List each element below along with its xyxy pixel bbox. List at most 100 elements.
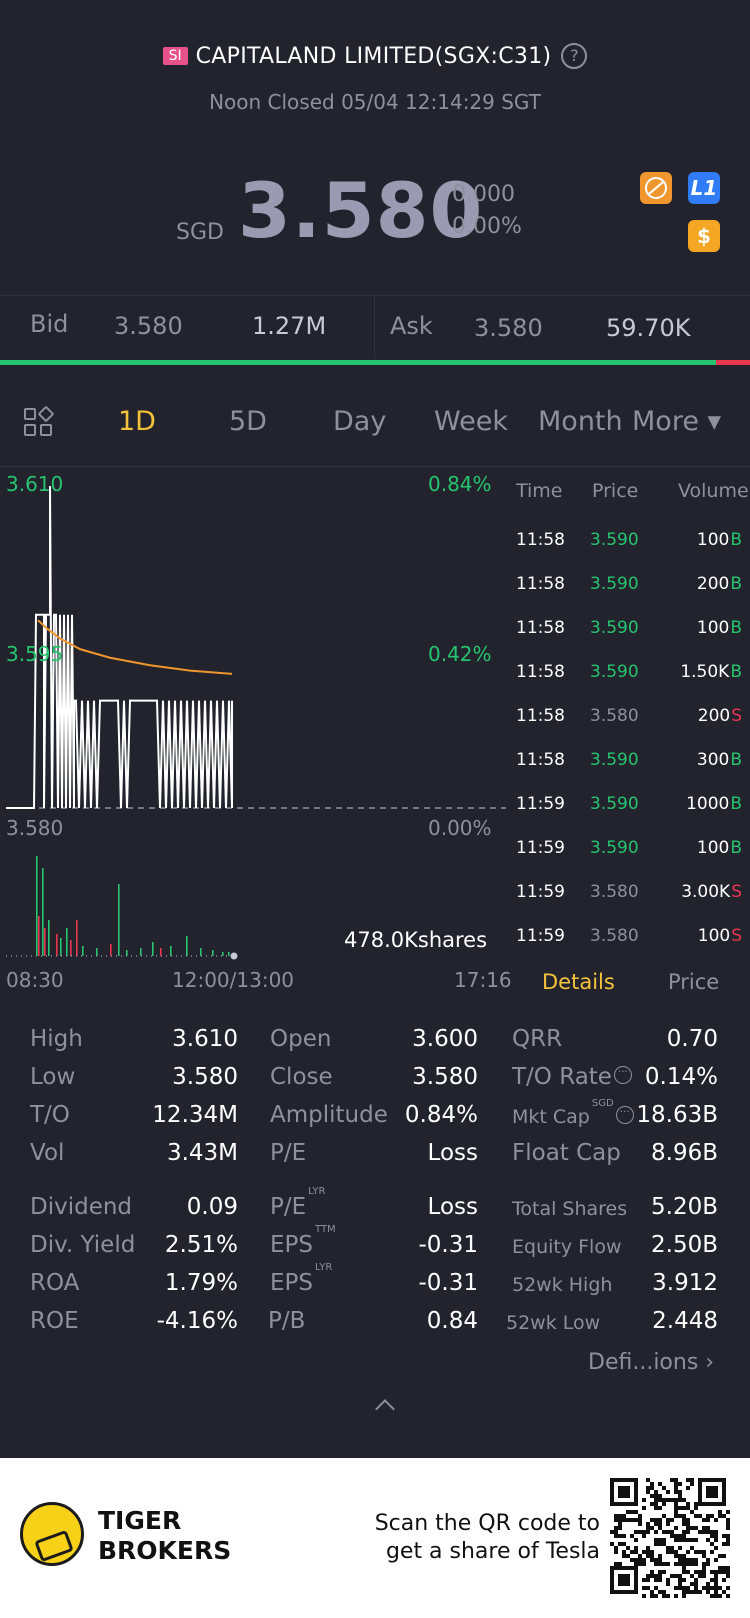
definitions-link[interactable]: Defi...ions › — [588, 1350, 714, 1375]
currency-label: SGD — [176, 220, 224, 245]
tab-more-dropdown[interactable]: More ▾ — [632, 406, 722, 437]
divider — [0, 466, 750, 467]
stat-value: -0.31 — [418, 1270, 478, 1296]
stat-value: 2.448 — [652, 1308, 718, 1334]
volume-bar — [200, 948, 202, 956]
stat-value: 1.79% — [164, 1270, 238, 1296]
volume-bar — [42, 868, 44, 956]
pct-label-mid: 0.42% — [428, 642, 492, 666]
volume-bar — [152, 942, 154, 956]
tick-price: 3.580 — [590, 882, 639, 902]
stat-value: -4.16% — [156, 1308, 238, 1334]
tick-side: B — [730, 530, 742, 550]
tick-volume: 300B — [696, 750, 742, 770]
stat-label: Close — [270, 1064, 333, 1090]
stat-label: EPSTTM — [270, 1224, 336, 1258]
stat-value: 0.84 — [426, 1308, 478, 1334]
bid-ask-panel[interactable]: Bid 3.580 1.27M Ask 3.580 59.70K — [0, 296, 750, 358]
definitions-label: Defi...ions — [588, 1350, 699, 1375]
tick-row: 11:59 3.590 100B — [516, 838, 750, 882]
chevron-up-icon[interactable] — [375, 1399, 395, 1419]
tick-volume: 100S — [697, 926, 742, 946]
brand-line-1: TIGER — [98, 1506, 182, 1535]
stat-label: Mkt CapSGD··· — [512, 1098, 634, 1128]
tick-time: 11:59 — [516, 882, 565, 902]
tab-month[interactable]: Month — [538, 406, 623, 437]
stat-value: 8.96B — [651, 1140, 718, 1166]
tick-price: 3.590 — [590, 662, 639, 682]
stat-label: Equity Flow — [512, 1236, 622, 1258]
stat-label: Total Shares — [512, 1198, 628, 1220]
tick-row: 11:58 3.590 300B — [516, 750, 750, 794]
tick-row: 11:58 3.590 100B — [516, 530, 750, 574]
x-label-open: 08:30 — [6, 968, 64, 992]
last-price: 3.580 — [238, 166, 484, 255]
tick-time: 11:58 — [516, 530, 565, 550]
tick-side: B — [730, 750, 742, 770]
tab-day[interactable]: Day — [333, 406, 387, 437]
stat-label: EPSLYR — [270, 1262, 333, 1296]
info-dots-icon[interactable]: ··· — [615, 1105, 634, 1124]
stat-value: 18.63B — [636, 1102, 718, 1128]
tick-side: B — [730, 662, 742, 682]
volume-bar — [66, 928, 68, 956]
ask-price: 3.580 — [474, 314, 543, 342]
tick-side: B — [730, 794, 742, 814]
stat-label: 52wk High — [512, 1274, 613, 1296]
stat-label: T/O — [30, 1102, 70, 1128]
bid-price: 3.580 — [114, 312, 183, 340]
stat-label: P/B — [268, 1308, 306, 1334]
stat-label: Amplitude — [270, 1102, 388, 1128]
volume-bar — [228, 952, 230, 956]
stat-label: P/E — [270, 1140, 307, 1166]
intraday-chart[interactable] — [0, 468, 510, 964]
stat-value: 0.70 — [666, 1026, 718, 1052]
stat-value: 0.84% — [404, 1102, 478, 1128]
stat-value: 5.20B — [651, 1194, 718, 1220]
volume-bar — [96, 948, 98, 956]
tab-5d[interactable]: 5D — [229, 406, 267, 437]
qr-code-icon[interactable] — [610, 1478, 730, 1598]
volume-bars — [36, 856, 230, 956]
dollar-icon[interactable]: $ — [688, 220, 720, 252]
level-one-icon[interactable]: L1 — [688, 172, 720, 204]
volume-bar — [110, 944, 112, 956]
stat-value: 3.912 — [652, 1270, 718, 1296]
tab-week[interactable]: Week — [434, 406, 508, 437]
chevron-right-icon: › — [705, 1350, 715, 1375]
x-label-close: 17:16 — [454, 968, 512, 992]
volume-bar — [38, 916, 40, 956]
price-change: 0.000 — [452, 182, 515, 207]
volume-bar — [82, 946, 84, 956]
tick-volume: 100B — [696, 618, 742, 638]
bid-ratio-fill — [0, 360, 717, 365]
tab-details[interactable]: Details — [542, 970, 615, 994]
bid-volume: 1.27M — [252, 312, 327, 340]
stat-value: 0.09 — [186, 1194, 238, 1220]
stat-label: P/ELYR — [270, 1186, 326, 1220]
qr-promo-text: Scan the QR code to get a share of Tesla — [340, 1510, 600, 1566]
stat-value: 12.34M — [152, 1102, 238, 1128]
stat-label: Div. Yield — [30, 1232, 136, 1258]
bid-ask-ratio-bar — [0, 360, 750, 365]
ask-volume: 59.70K — [606, 314, 691, 342]
tab-1d[interactable]: 1D — [118, 406, 156, 437]
stat-label: T/O Rate ··· — [512, 1064, 632, 1090]
tick-time: 11:59 — [516, 926, 565, 946]
volume-bar — [170, 946, 172, 956]
layout-grid-icon[interactable] — [24, 405, 55, 438]
tick-row: 11:58 3.590 1.50KB — [516, 662, 750, 706]
volume-bar — [118, 884, 120, 956]
tick-volume: 100B — [696, 838, 742, 858]
tick-time: 11:58 — [516, 618, 565, 638]
ticks-header-time: Time — [516, 480, 563, 502]
help-icon[interactable]: ? — [561, 42, 588, 69]
tab-price[interactable]: Price — [668, 970, 720, 994]
pct-label-low: 0.00% — [428, 816, 492, 840]
stat-value: Loss — [427, 1140, 478, 1166]
volume-bar — [140, 948, 142, 956]
shortable-icon[interactable] — [640, 172, 672, 204]
volume-bar — [186, 936, 188, 956]
info-dots-icon[interactable]: ··· — [613, 1065, 632, 1084]
tick-row: 11:58 3.590 100B — [516, 618, 750, 662]
